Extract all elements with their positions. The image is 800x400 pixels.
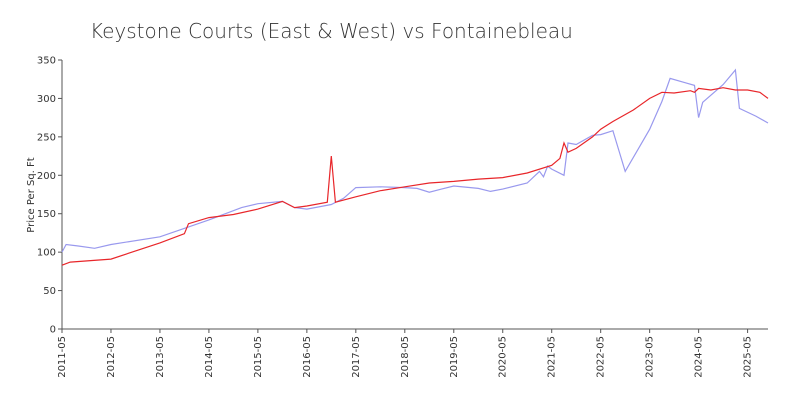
x-tick-label: 2021-05 <box>547 336 558 378</box>
y-axis-label: Price Per Sq. Ft <box>26 157 37 232</box>
x-tick-label: 2015-05 <box>253 336 264 378</box>
y-tick-label: 100 <box>37 248 56 259</box>
x-tick-label: 2017-05 <box>351 336 362 378</box>
x-tick-label: 2018-05 <box>400 336 411 378</box>
y-tick-label: 350 <box>37 56 56 67</box>
x-tick-label: 2022-05 <box>596 336 607 378</box>
x-tick-label: 2025-05 <box>743 336 754 378</box>
x-tick-label: 2011-05 <box>57 336 68 378</box>
series-line <box>61 68 769 253</box>
x-tick-label: 2024-05 <box>694 336 705 378</box>
x-tick-label: 2013-05 <box>155 336 166 378</box>
y-tick-label: 150 <box>37 209 56 220</box>
x-tick-label: 2023-05 <box>645 336 656 378</box>
chart-title: Keystone Courts (East & West) vs Fontain… <box>90 19 573 43</box>
y-tick-label: 250 <box>37 132 56 143</box>
y-tick-label: 0 <box>50 325 56 336</box>
series-line <box>61 87 769 266</box>
x-tick-label: 2019-05 <box>449 336 460 378</box>
y-tick-label: 200 <box>37 171 56 182</box>
y-tick-label: 300 <box>37 94 56 105</box>
y-tick-label: 50 <box>43 286 56 297</box>
x-tick-label: 2020-05 <box>498 336 509 378</box>
x-tick-label: 2014-05 <box>204 336 215 378</box>
x-tick-label: 2016-05 <box>302 336 313 378</box>
x-tick-label: 2012-05 <box>106 336 117 378</box>
